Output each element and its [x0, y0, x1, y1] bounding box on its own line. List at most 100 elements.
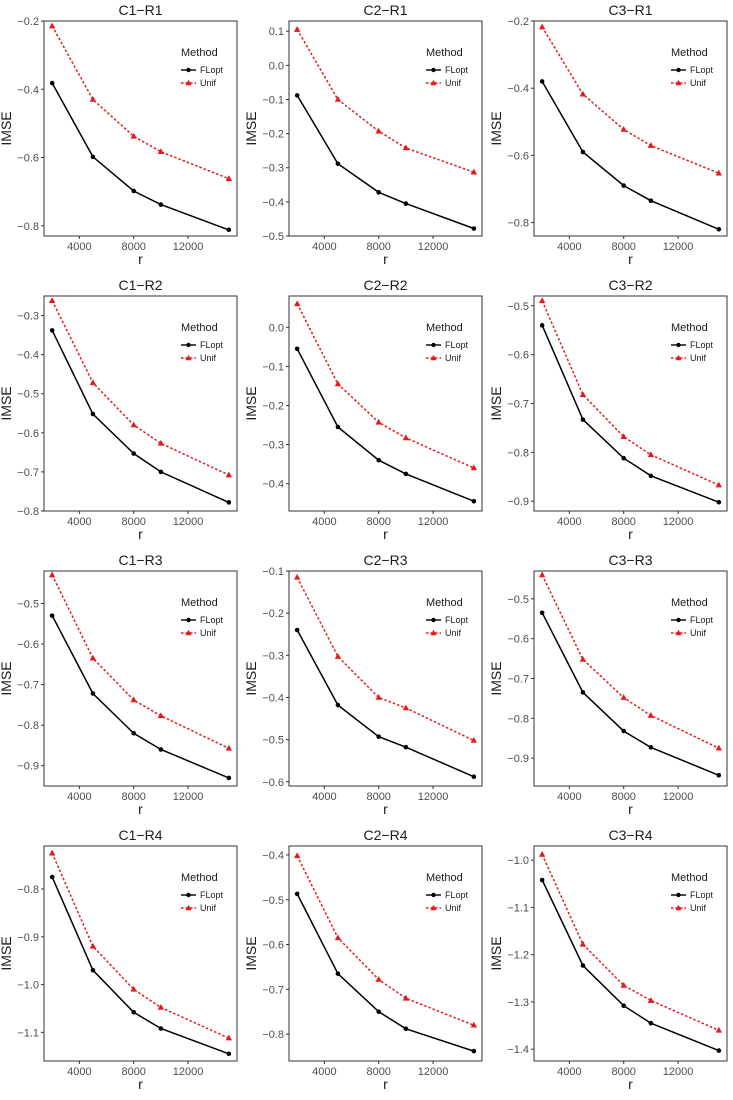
series-line-flopt: [51, 82, 230, 231]
legend-marker-flopt: [186, 892, 191, 898]
panel-c1-r2: C1−R2 −0.8 −0.7 −0.6 −0.5 −0.4 −0.3 4000 8000 120…: [0, 277, 238, 542]
y-axis-label: IMSE: [0, 111, 14, 145]
series-line-unif: [541, 854, 720, 1031]
x-tick-label: 8000: [366, 791, 390, 803]
data-point-unif: [579, 90, 587, 97]
data-point-unif: [157, 148, 165, 155]
data-point-flopt: [580, 417, 586, 422]
legend-label-unif: Unif: [445, 353, 462, 363]
data-point-flopt: [716, 772, 722, 778]
panel-c3-r1: C3−R1 −0.8 −0.6 −0.4 −0.2 4000 8000 12000 r IMSE M…: [488, 2, 728, 267]
plot-frame: [533, 20, 728, 237]
data-point-unif: [89, 942, 97, 949]
data-point-flopt: [158, 1026, 164, 1031]
legend-title: Method: [181, 47, 218, 59]
legend-title: Method: [671, 597, 708, 609]
y-tick-label: −0.3: [262, 163, 284, 175]
data-point-flopt: [471, 774, 477, 780]
x-tick-label: 4000: [312, 241, 336, 253]
data-point-unif: [647, 712, 655, 718]
data-point-unif: [402, 144, 410, 151]
data-point-unif: [470, 464, 478, 471]
data-point-unif: [293, 26, 301, 32]
x-axis-label: r: [383, 251, 388, 267]
data-point-unif: [715, 481, 723, 488]
data-point-unif: [157, 1003, 165, 1010]
legend-title: Method: [426, 47, 463, 59]
x-tick-label: 4000: [67, 791, 91, 803]
data-point-unif: [715, 169, 723, 176]
y-tick-label: −0.4: [262, 692, 284, 704]
y-tick-label: −0.6: [17, 153, 39, 165]
data-point-unif: [157, 712, 165, 719]
data-point-flopt: [539, 610, 545, 616]
legend-label-flopt: FLopt: [445, 615, 469, 625]
legend-marker-unif: [185, 354, 192, 361]
data-point-flopt: [403, 744, 409, 750]
data-point-unif: [470, 736, 478, 743]
legend-marker-flopt: [186, 342, 191, 348]
panel-title: C1−R4: [119, 827, 163, 843]
y-tick-label: −1.1: [507, 902, 529, 914]
legend-label-unif: Unif: [690, 628, 707, 638]
data-point-flopt: [158, 469, 164, 475]
series-line-flopt: [541, 81, 720, 230]
legend-marker-flopt: [186, 67, 191, 73]
legend-label-unif: Unif: [200, 353, 217, 363]
panel-c1-r1: C1−R1 −0.8 −0.6 −0.4 −0.2 4000 8000 12000 r IMSE M…: [0, 2, 238, 267]
legend-marker-unif: [430, 79, 437, 86]
plot-frame: [288, 570, 483, 787]
data-point-flopt: [90, 411, 96, 417]
data-point-unif: [130, 421, 137, 428]
legend-marker-flopt: [431, 342, 436, 348]
plot-frame: [43, 570, 238, 787]
y-tick-label: −1.0: [507, 855, 529, 867]
y-tick-label: −0.2: [262, 608, 284, 620]
y-tick-label: −0.1: [262, 361, 284, 373]
data-point-unif: [538, 571, 546, 578]
x-tick-label: 12000: [418, 1066, 449, 1078]
panel-title: C2−R3: [364, 552, 408, 568]
data-point-unif: [375, 693, 382, 700]
data-point-unif: [130, 132, 137, 139]
legend-marker-unif: [675, 79, 682, 86]
legend-title: Method: [426, 872, 463, 884]
series-line-flopt: [296, 893, 475, 1052]
x-tick-label: 12000: [173, 241, 204, 253]
legend-marker-unif: [675, 904, 682, 911]
data-point-flopt: [539, 877, 545, 883]
panel-title: C2−R1: [364, 2, 408, 18]
data-point-unif: [293, 300, 301, 307]
data-point-flopt: [376, 190, 382, 195]
data-point-flopt: [403, 1026, 409, 1032]
data-point-flopt: [648, 198, 654, 204]
data-point-unif: [375, 418, 382, 425]
y-tick-label: −0.6: [507, 350, 529, 362]
y-tick-label: −0.4: [507, 83, 529, 95]
data-point-flopt: [471, 226, 477, 231]
legend-label-flopt: FLopt: [445, 65, 469, 75]
y-tick-label: −0.2: [17, 16, 39, 28]
y-axis-label: IMSE: [488, 661, 504, 695]
x-tick-label: 4000: [312, 1066, 336, 1078]
x-tick-label: 4000: [557, 241, 581, 253]
data-point-unif: [620, 981, 627, 988]
data-point-unif: [715, 1026, 723, 1033]
x-tick-label: 8000: [121, 516, 145, 528]
data-point-flopt: [49, 613, 55, 618]
x-tick-label: 12000: [173, 516, 204, 528]
data-point-flopt: [90, 154, 96, 160]
data-point-unif: [130, 985, 137, 992]
data-point-flopt: [471, 1048, 477, 1054]
plot-frame: [288, 295, 483, 512]
legend-title: Method: [181, 597, 218, 609]
data-point-flopt: [335, 424, 341, 430]
data-point-flopt: [539, 79, 545, 84]
x-axis-label: r: [383, 801, 388, 817]
panel-title: C3−R2: [609, 277, 653, 293]
data-point-flopt: [294, 93, 300, 98]
y-tick-label: −0.4: [262, 197, 284, 209]
x-tick-label: 12000: [173, 791, 204, 803]
plot-frame: [533, 845, 728, 1062]
y-tick-label: −0.8: [507, 447, 529, 459]
